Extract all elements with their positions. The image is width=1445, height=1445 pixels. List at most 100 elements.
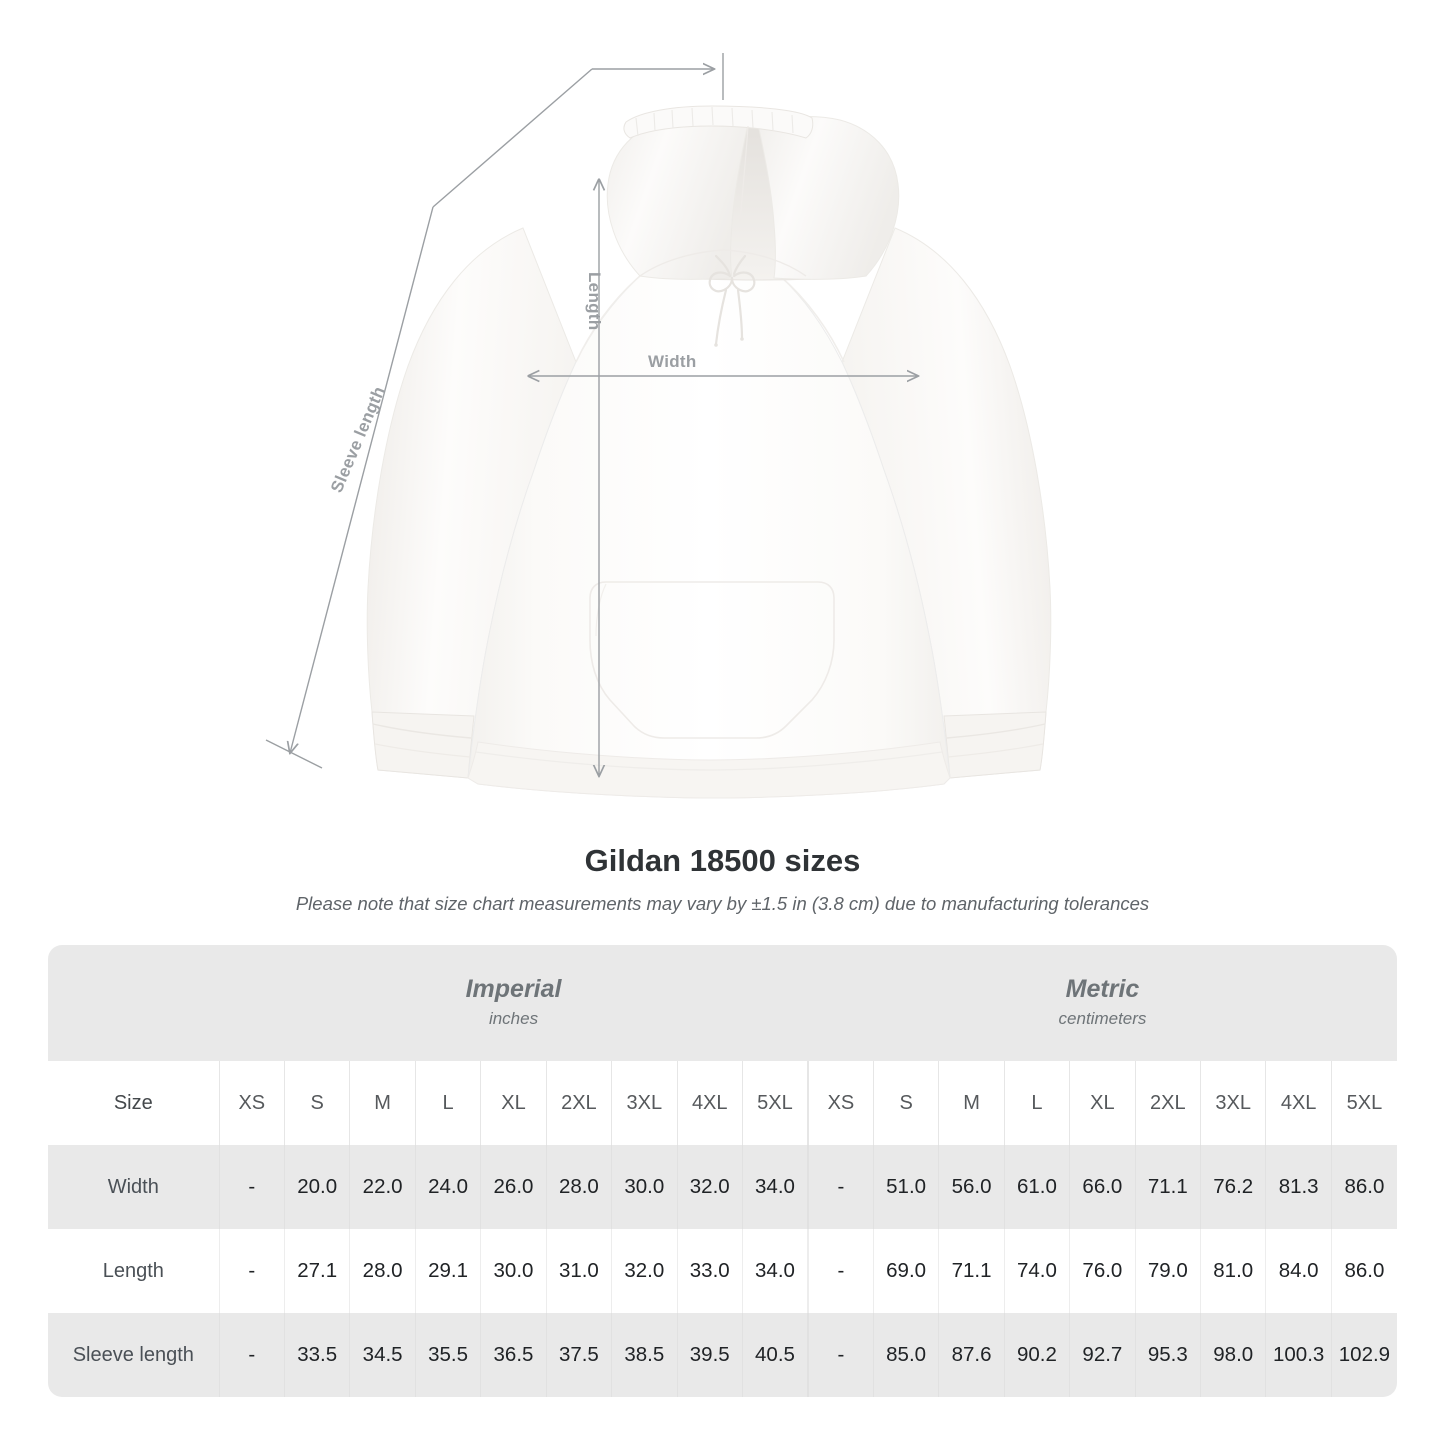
hood-right [757,116,900,280]
cell-imperial-sleeve-length-2xl: 37.5 [545,1313,612,1397]
size-header-metric-l: L [1003,1061,1070,1145]
cell-metric-width-5xl: 86.0 [1330,1145,1397,1229]
cell-metric-sleeve-length-xs: - [806,1313,874,1397]
unit-header-row: Imperial inches Metric centimeters [48,945,1397,1061]
size-chart-table-wrap: Imperial inches Metric centimeters Size XS S M L… [48,945,1397,1397]
size-header-row: Size XS S M L XL 2XL 3XL 4XL 5XL XS S M L XL 2XL 3XL 4XL 5… [48,1061,1397,1145]
size-header-imperial-s: S [283,1061,350,1145]
cell-metric-width-m: 56.0 [938,1145,1005,1229]
cell-metric-length-xl: 76.0 [1069,1229,1136,1313]
hoodie-garment [366,105,1052,799]
size-header-metric-4xl: 4XL [1265,1061,1332,1145]
cell-imperial-length-4xl: 33.0 [676,1229,743,1313]
size-header-metric-xs: XS [806,1061,874,1145]
cell-imperial-length-5xl: 34.0 [741,1229,808,1313]
row-header-length: Length [48,1229,220,1313]
cell-imperial-sleeve-length-4xl: 39.5 [676,1313,743,1397]
cell-imperial-width-2xl: 28.0 [545,1145,612,1229]
dimension-lines [265,53,918,776]
cell-imperial-width-4xl: 32.0 [676,1145,743,1229]
cell-imperial-sleeve-length-l: 35.5 [414,1313,481,1397]
table-row: Length -27.1 28.0 29.1 30.0 31.0 32.0 33.0 34.0-… [48,1229,1397,1313]
page-title: Gildan 18500 sizes [584,843,861,878]
size-header-imperial-2xl: 2XL [545,1061,612,1145]
unit-row-spacer [48,945,220,1061]
hood-left [606,116,749,280]
size-header-metric-5xl: 5XL [1330,1061,1397,1145]
size-header-metric-2xl: 2XL [1134,1061,1201,1145]
cell-imperial-length-l: 29.1 [414,1229,481,1313]
size-header-imperial-3xl: 3XL [611,1061,678,1145]
cell-metric-sleeve-length-5xl: 102.9 [1330,1313,1397,1397]
size-header-metric-xl: XL [1069,1061,1136,1145]
cell-imperial-length-3xl: 32.0 [611,1229,678,1313]
cell-imperial-width-xl: 26.0 [480,1145,547,1229]
left-cuff [371,711,475,779]
size-chart-table: Imperial inches Metric centimeters Size XS S M L… [48,945,1397,1397]
cell-imperial-length-m: 28.0 [349,1229,416,1313]
title-block: Gildan 18500 sizes Please note that size… [0,843,1445,915]
table-row: Width -20.0 22.0 24.0 26.0 28.0 30.0 32.0 34.0-5… [48,1145,1397,1229]
cell-metric-length-s: 69.0 [872,1229,939,1313]
cell-metric-length-xs: - [806,1229,874,1313]
hoodie-illustration: Width Length Sleeve length [265,53,1052,799]
kangaroo-pocket [589,581,835,739]
cell-imperial-sleeve-length-m: 34.5 [349,1313,416,1397]
cell-imperial-width-5xl: 34.0 [741,1145,808,1229]
cell-imperial-length-s: 27.1 [283,1229,350,1313]
cell-metric-sleeve-length-l: 90.2 [1003,1313,1070,1397]
cell-metric-width-4xl: 81.3 [1265,1145,1332,1229]
unit-subtitle: inches [488,1009,539,1029]
size-header-imperial-l: L [414,1061,481,1145]
cell-metric-length-l: 74.0 [1003,1229,1070,1313]
cell-metric-length-2xl: 79.0 [1134,1229,1201,1313]
cell-metric-sleeve-length-3xl: 98.0 [1200,1313,1266,1397]
neckline [639,249,807,277]
cell-metric-length-3xl: 81.0 [1200,1229,1266,1313]
tolerance-note: Please note that size chart measurements… [295,893,1150,914]
row-header-sleeve-length: Sleeve length [48,1313,220,1397]
cell-metric-width-xs: - [806,1145,874,1229]
cell-metric-sleeve-length-s: 85.0 [872,1313,939,1397]
cell-metric-width-l: 61.0 [1003,1145,1070,1229]
size-header-imperial-5xl: 5XL [741,1061,808,1145]
size-header-imperial-xl: XL [480,1061,547,1145]
hood-top-band [623,105,814,139]
cell-imperial-sleeve-length-5xl: 40.5 [741,1313,808,1397]
cell-metric-width-s: 51.0 [872,1145,939,1229]
cell-imperial-length-2xl: 31.0 [545,1229,612,1313]
unit-name: Imperial [465,974,562,1003]
row-header-width: Width [48,1145,220,1229]
cell-imperial-width-l: 24.0 [414,1145,481,1229]
width-dimension-label: Width [648,352,697,371]
size-header-metric-s: S [872,1061,939,1145]
right-cuff [943,711,1047,779]
cell-metric-length-4xl: 84.0 [1265,1229,1332,1313]
size-header-imperial-m: M [349,1061,416,1145]
cell-imperial-width-s: 20.0 [283,1145,350,1229]
cell-imperial-width-m: 22.0 [349,1145,416,1229]
cell-metric-sleeve-length-m: 87.6 [938,1313,1005,1397]
hoodie-svg [265,53,1052,799]
cell-imperial-sleeve-length-3xl: 38.5 [611,1313,678,1397]
drawstrings [708,254,756,346]
cell-metric-sleeve-length-xl: 92.7 [1069,1313,1136,1397]
cell-metric-sleeve-length-2xl: 95.3 [1134,1313,1201,1397]
cell-metric-width-2xl: 71.1 [1134,1145,1201,1229]
cell-metric-length-m: 71.1 [938,1229,1005,1313]
cell-imperial-width-xs: - [218,1145,285,1229]
size-header-metric-m: M [938,1061,1005,1145]
table-row: Sleeve length -33.5 34.5 35.5 36.5 37.5 38.5 39… [48,1313,1397,1397]
cell-imperial-sleeve-length-s: 33.5 [283,1313,350,1397]
cell-imperial-sleeve-length-xl: 36.5 [480,1313,547,1397]
unit-name: Metric [1065,974,1140,1003]
cell-metric-sleeve-length-4xl: 100.3 [1265,1313,1332,1397]
size-column-header: Size [48,1061,220,1145]
sleeve-length-dimension [265,53,724,769]
unit-header-imperial: Imperial inches [219,945,808,1061]
unit-subtitle: centimeters [1058,1009,1147,1029]
cell-imperial-length-xs: - [218,1229,285,1313]
cell-metric-length-5xl: 86.0 [1330,1229,1397,1313]
cell-imperial-sleeve-length-xs: - [218,1313,285,1397]
cell-imperial-length-xl: 30.0 [480,1229,547,1313]
